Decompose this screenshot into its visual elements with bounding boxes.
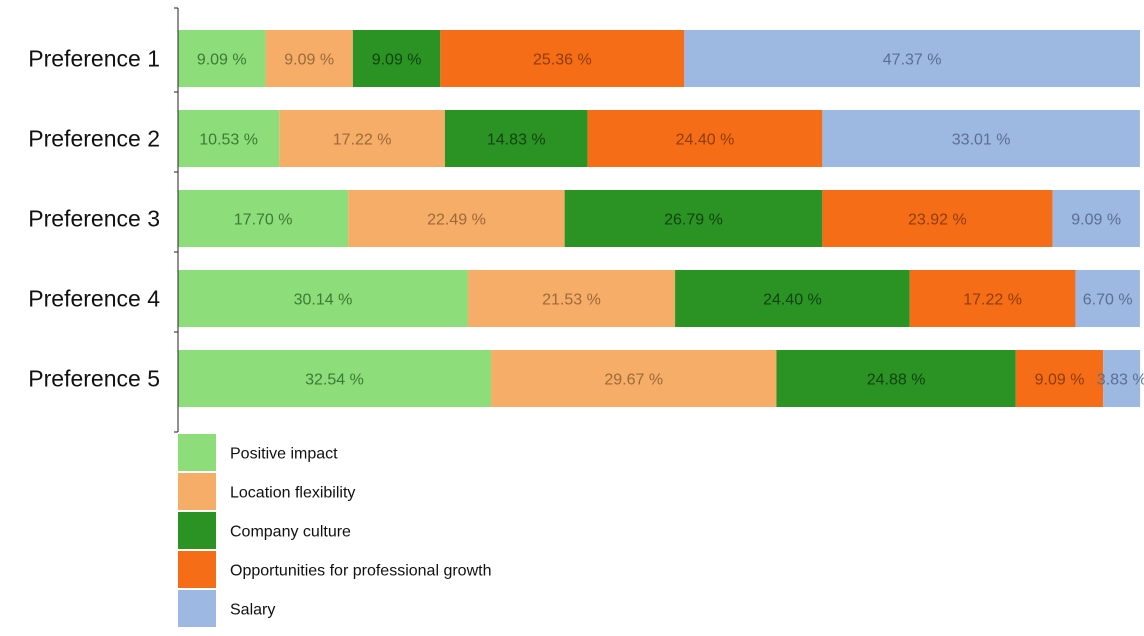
data-label: 3.83 % <box>1097 372 1144 389</box>
bar-segment <box>564 190 823 247</box>
data-label: 14.83 % <box>487 132 546 149</box>
legend-swatch <box>178 512 216 549</box>
bar-segment <box>587 110 823 167</box>
legend-item: Opportunities for professional growth <box>178 551 491 588</box>
bar-segment <box>444 110 588 167</box>
legend: Positive impact Location flexibility Compa… <box>178 434 491 627</box>
data-label: 25.36 % <box>533 52 592 69</box>
bar-segment <box>822 110 1140 167</box>
data-label: 33.01 % <box>952 132 1011 149</box>
data-label: 10.53 % <box>199 132 258 149</box>
category-label: Preference 5 <box>28 366 160 392</box>
data-label: 9.09 % <box>284 52 334 69</box>
legend-swatch <box>178 434 216 471</box>
bar-segment <box>352 30 441 87</box>
data-label: 9.09 % <box>197 52 247 69</box>
data-label: 23.92 % <box>908 212 967 229</box>
data-label: 24.40 % <box>676 132 735 149</box>
data-label: 24.40 % <box>763 292 822 309</box>
bar-segment <box>467 270 676 327</box>
bar-segment <box>675 270 910 327</box>
legend-item: Salary <box>178 590 275 627</box>
legend-label: Company culture <box>230 524 351 541</box>
bar-row: 9.09 % 9.09 % 9.09 % 25.36 % 47.37 % <box>178 30 1140 87</box>
bar-segment <box>909 270 1076 327</box>
legend-label: Salary <box>230 602 275 619</box>
data-label: 17.22 % <box>333 132 392 149</box>
legend-swatch <box>178 473 216 510</box>
data-label: 6.70 % <box>1083 292 1133 309</box>
bar-segment <box>1015 350 1104 407</box>
bar-segment <box>684 30 1140 87</box>
bar-segment <box>440 30 685 87</box>
data-label: 22.49 % <box>427 212 486 229</box>
category-label: Preference 4 <box>28 286 160 312</box>
bar-segment <box>178 110 280 167</box>
category-label: Preference 3 <box>28 206 160 232</box>
category-label: Preference 1 <box>28 46 160 72</box>
data-label: 21.53 % <box>542 292 601 309</box>
bar-segment <box>265 30 353 87</box>
bar-row: 10.53 % 17.22 % 14.83 % 24.40 % 33.01 % <box>178 110 1140 167</box>
category-labels: Preference 1 Preference 2 Preference 3 Pref… <box>28 46 160 392</box>
legend-item: Positive impact <box>178 434 338 471</box>
data-label: 32.54 % <box>305 372 364 389</box>
bar-segment <box>1103 350 1141 407</box>
y-axis-ticks <box>174 7 178 433</box>
data-label: 17.70 % <box>234 212 293 229</box>
bar-row: 30.14 % 21.53 % 24.40 % 17.22 % 6.70 % <box>178 270 1140 327</box>
bar-segment <box>1052 190 1140 247</box>
data-label: 47.37 % <box>883 52 942 69</box>
bar-segment <box>178 350 492 407</box>
category-label: Preference 2 <box>28 126 160 152</box>
data-label: 26.79 % <box>664 212 723 229</box>
data-label: 17.22 % <box>963 292 1022 309</box>
legend-label: Opportunities for professional growth <box>230 563 491 580</box>
bar-segment <box>348 190 565 247</box>
legend-label: Location flexibility <box>230 485 355 502</box>
data-label: 24.88 % <box>867 372 926 389</box>
data-label: 9.09 % <box>1071 212 1121 229</box>
bar-segment <box>776 350 1016 407</box>
data-label: 9.09 % <box>1035 372 1085 389</box>
bar-segment <box>491 350 777 407</box>
bar-segment <box>822 190 1053 247</box>
data-label: 9.09 % <box>372 52 422 69</box>
legend-swatch <box>178 551 216 588</box>
data-label: 29.67 % <box>604 372 663 389</box>
bar-segment <box>1075 270 1140 327</box>
legend-swatch <box>178 590 216 627</box>
bar-segment <box>178 270 468 327</box>
legend-item: Company culture <box>178 512 351 549</box>
bar-segment <box>178 190 349 247</box>
bar-row: 17.70 % 22.49 % 26.79 % 23.92 % 9.09 % <box>178 190 1140 247</box>
bars-layer: 9.09 % 9.09 % 9.09 % 25.36 % 47.37 %10.53 % 1… <box>178 30 1144 407</box>
bar-segment <box>178 30 266 87</box>
data-label: 30.14 % <box>294 292 353 309</box>
bar-row: 32.54 % 29.67 % 24.88 % 9.09 % 3.83 % <box>178 350 1144 407</box>
legend-label: Positive impact <box>230 446 338 463</box>
legend-item: Location flexibility <box>178 473 355 510</box>
bar-segment <box>279 110 445 167</box>
